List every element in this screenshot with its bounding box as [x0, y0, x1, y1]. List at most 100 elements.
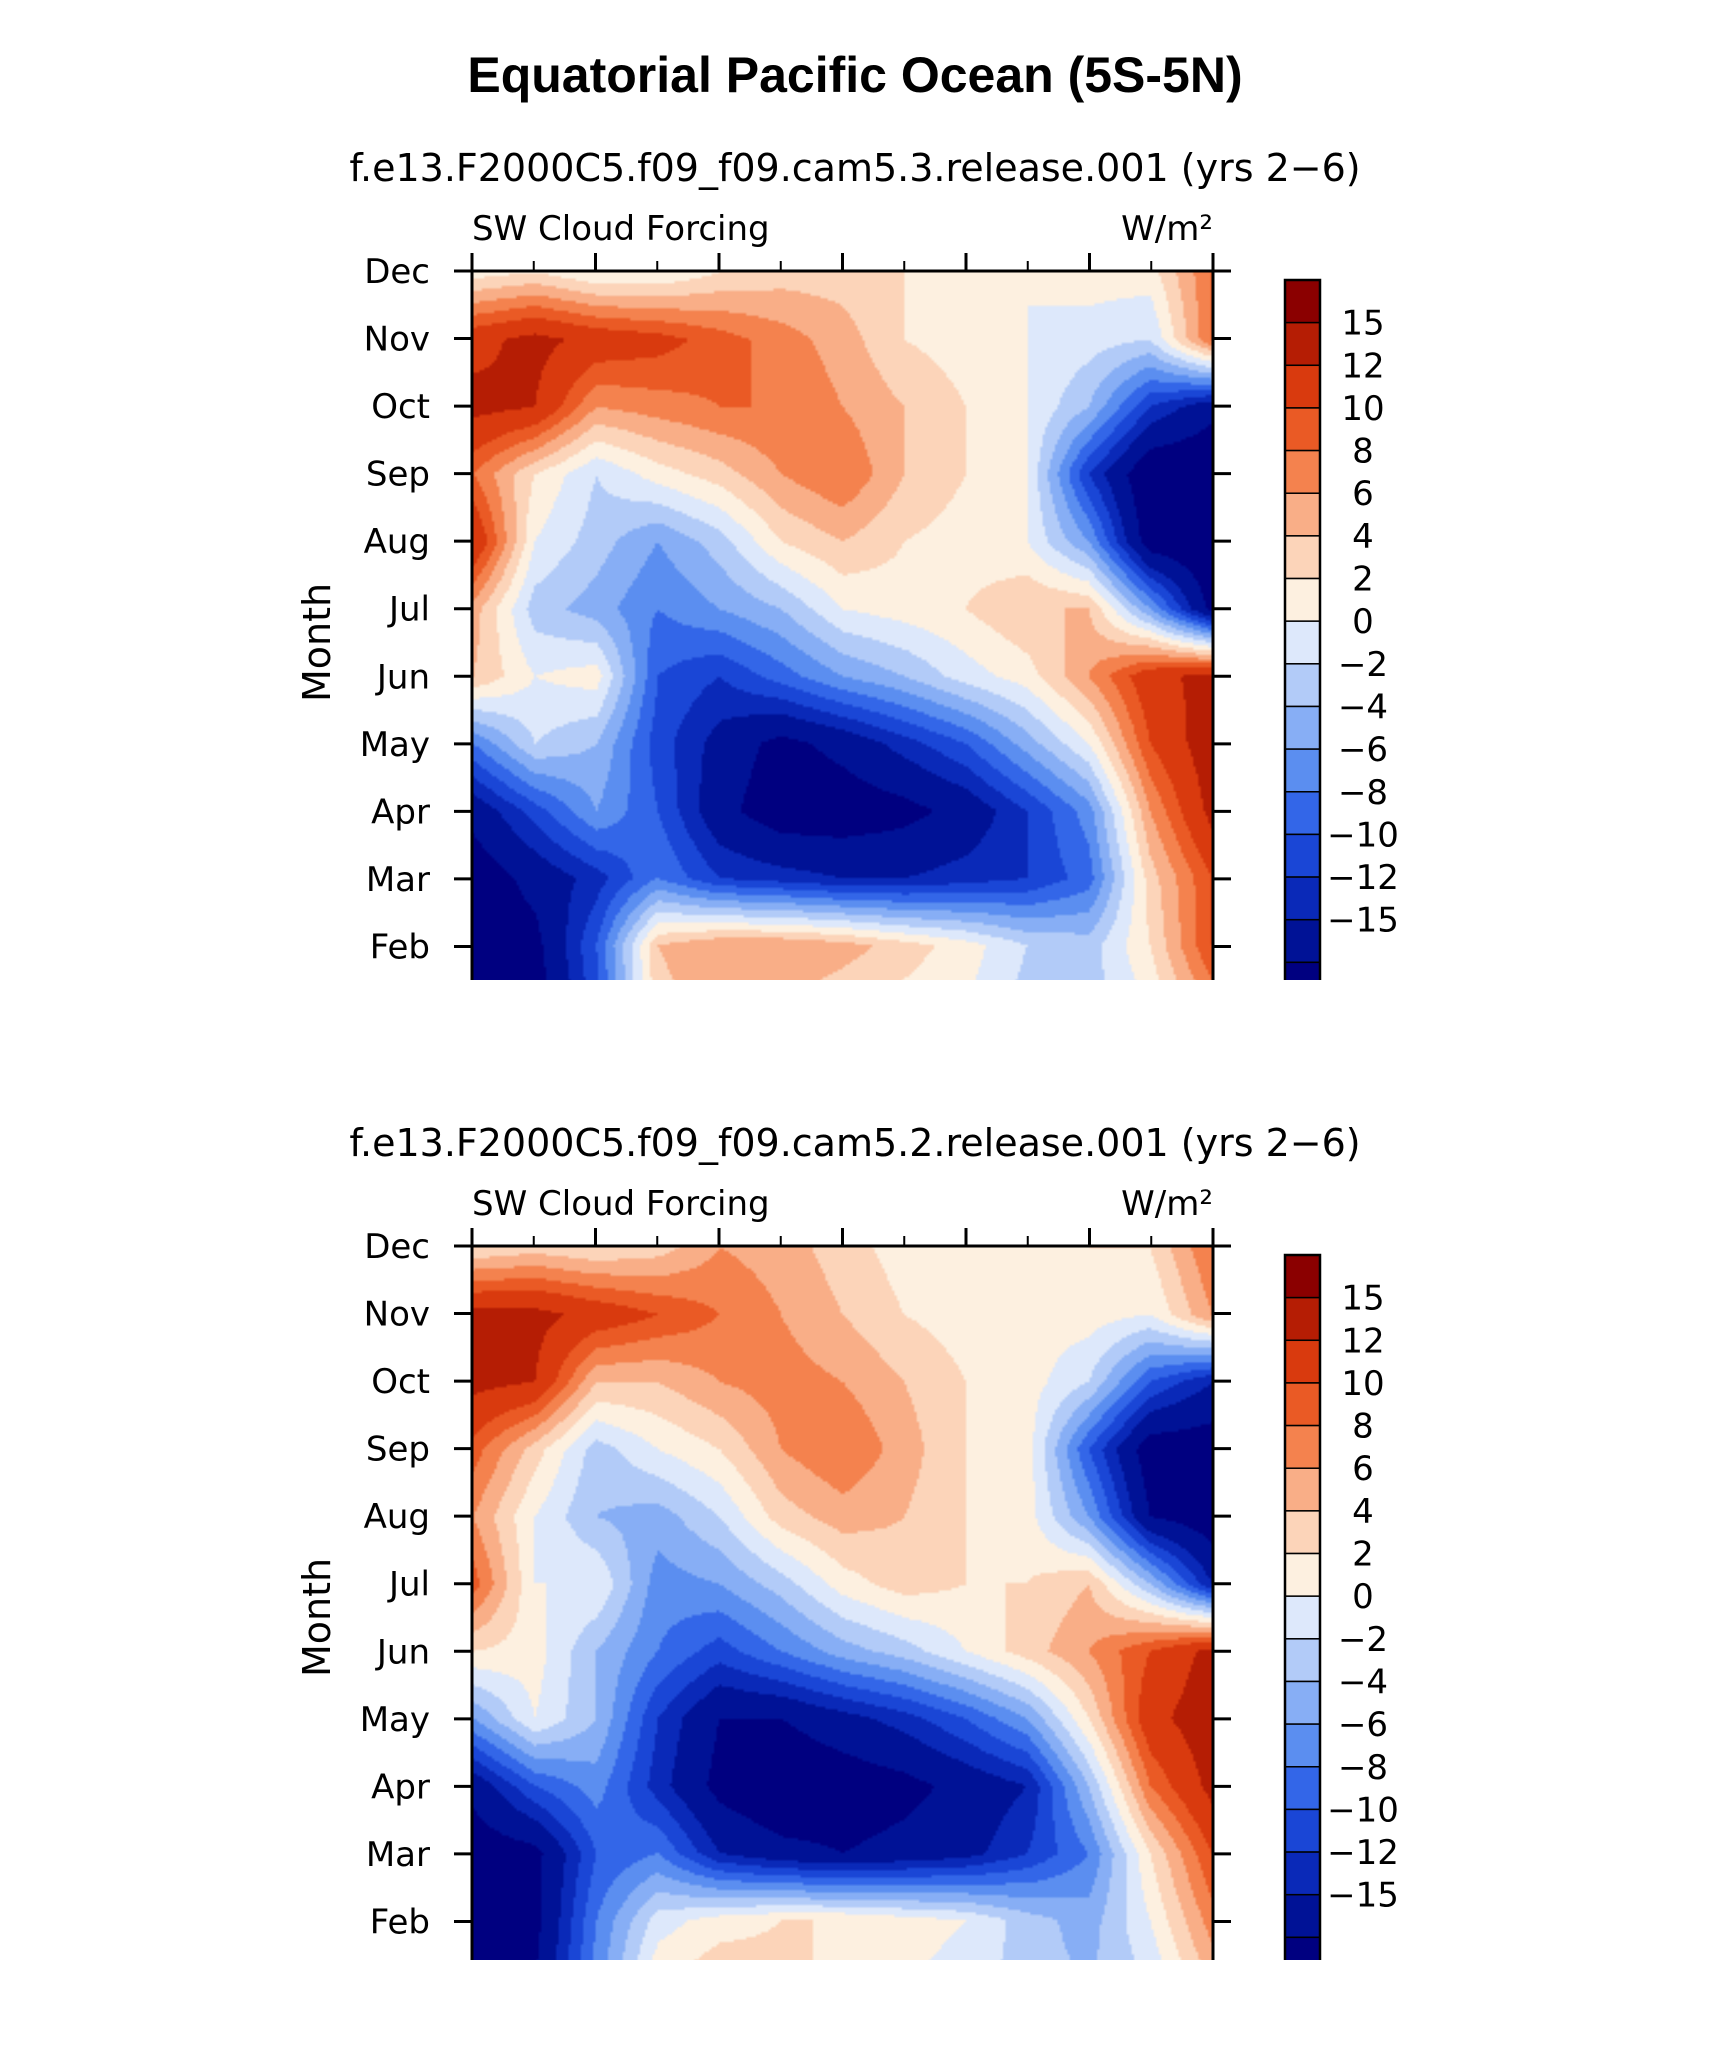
variable-label: SW Cloud Forcing [472, 1184, 770, 1224]
subtitle: f.e13.F2000C5.f09_f09.cam5.3.release.001… [349, 146, 1360, 190]
y-tick-label: Feb [370, 1902, 430, 1942]
chart-panel-bottom: f.e13.F2000C5.f09_f09.cam5.2.release.001… [295, 1121, 1399, 1960]
colorbar-label: 10 [1341, 389, 1384, 429]
colorbar-segment [1284, 833, 1321, 878]
heatmap-field [472, 271, 1213, 980]
colorbar-label: −8 [1338, 773, 1388, 813]
y-tick-label: Jun [375, 1632, 430, 1672]
y-tick-label: Dec [364, 1227, 430, 1267]
colorbar-label: −12 [1327, 1833, 1399, 1873]
heatmap-field [472, 1246, 1213, 1960]
y-tick-label: May [360, 1700, 430, 1740]
colorbar-label: 12 [1341, 1321, 1384, 1361]
variable-label: SW Cloud Forcing [472, 209, 770, 249]
colorbar-label: −4 [1338, 687, 1388, 727]
colorbar-label: −15 [1327, 901, 1399, 941]
colorbar-segment [1284, 1808, 1321, 1853]
colorbar-label: 15 [1341, 304, 1384, 344]
colorbar-segment [1284, 1339, 1321, 1384]
colorbar-label: −12 [1327, 858, 1399, 898]
colorbar-segment [1284, 364, 1321, 409]
y-tick-label: Mar [366, 860, 430, 900]
colorbar-segment [1284, 748, 1321, 793]
y-tick-label: Oct [371, 387, 430, 427]
colorbar-segment [1284, 705, 1321, 750]
colorbar-frame [1283, 278, 1322, 980]
colorbar-segment [1284, 321, 1321, 367]
colorbar-segment [1284, 1424, 1321, 1469]
colorbar-segment [1284, 1893, 1321, 1939]
units-label: W/m² [1121, 209, 1213, 249]
colorbar-frame [1283, 1253, 1322, 1960]
colorbar-label: 4 [1352, 517, 1374, 557]
units-label: W/m² [1121, 1184, 1213, 1224]
colorbar-segment [1284, 1510, 1321, 1555]
colorbar-segment [1284, 279, 1321, 324]
colorbar-label: 4 [1352, 1492, 1374, 1532]
colorbar-label: 6 [1352, 1449, 1374, 1489]
y-tick-label: Nov [364, 320, 430, 360]
colorbar-label: −10 [1327, 815, 1399, 855]
y-tick-label: Sep [366, 455, 430, 495]
colorbar-label: −2 [1338, 1620, 1388, 1660]
colorbar-segment [1284, 577, 1321, 622]
colorbar-label: 6 [1352, 474, 1374, 514]
colorbar-segment [1284, 407, 1321, 452]
y-tick-label: Mar [366, 1835, 430, 1875]
colorbar-segment [1284, 918, 1321, 964]
colorbar-segment [1284, 1723, 1321, 1768]
colorbar-segment [1284, 449, 1321, 494]
subtitle: f.e13.F2000C5.f09_f09.cam5.2.release.001… [349, 1121, 1360, 1165]
colorbar-segment [1284, 1936, 1321, 1960]
y-tick-label: Dec [364, 252, 430, 292]
colorbar-label: −2 [1338, 645, 1388, 685]
colorbar-segment [1284, 1467, 1321, 1512]
y-tick-label: Jul [387, 590, 430, 630]
colorbar-label: 10 [1341, 1364, 1384, 1404]
figure-title: Equatorial Pacific Ocean (5S-5N) [467, 47, 1243, 103]
y-tick-label: May [360, 725, 430, 765]
colorbar-segment [1284, 791, 1321, 836]
colorbar-label: −4 [1338, 1662, 1388, 1702]
y-tick-label: Jul [387, 1565, 430, 1605]
y-tick-label: Aug [364, 522, 430, 562]
colorbar-segment [1284, 1851, 1321, 1896]
colorbar-label: 0 [1352, 602, 1374, 642]
y-tick-label: Apr [371, 1767, 430, 1807]
y-tick-label: Apr [371, 792, 430, 832]
colorbar-label: 0 [1352, 1577, 1374, 1617]
colorbar-segment [1284, 876, 1321, 921]
colorbar-segment [1284, 1296, 1321, 1342]
y-tick-label: Feb [370, 927, 430, 967]
colorbar-segment [1284, 1552, 1321, 1597]
colorbar-label: −10 [1327, 1790, 1399, 1830]
colorbar-segment [1284, 535, 1321, 580]
colorbar-segment [1284, 1766, 1321, 1811]
colorbar-label: −15 [1327, 1876, 1399, 1916]
colorbar-label: 12 [1341, 346, 1384, 386]
colorbar-label: −8 [1338, 1748, 1388, 1788]
colorbar-label: −6 [1338, 730, 1388, 770]
colorbar-segment [1284, 961, 1321, 980]
y-axis-label: Month [295, 583, 339, 702]
colorbar-segment [1284, 1254, 1321, 1299]
colorbar-label: 2 [1352, 1535, 1374, 1575]
colorbar-segment [1284, 1382, 1321, 1427]
colorbar-segment [1284, 663, 1321, 708]
colorbar-segment [1284, 1595, 1321, 1640]
y-tick-label: Aug [364, 1497, 430, 1537]
colorbar-label: 8 [1352, 1407, 1374, 1447]
y-tick-label: Sep [366, 1430, 430, 1470]
colorbar-segment [1284, 492, 1321, 537]
y-tick-label: Jun [375, 657, 430, 697]
colorbar-label: −6 [1338, 1705, 1388, 1745]
y-tick-label: Oct [371, 1362, 430, 1402]
y-tick-label: Nov [364, 1295, 430, 1335]
chart-panel-top: f.e13.F2000C5.f09_f09.cam5.3.release.001… [295, 146, 1399, 980]
colorbar-label: 8 [1352, 432, 1374, 472]
colorbar-segment [1284, 1680, 1321, 1725]
y-axis-label: Month [295, 1558, 339, 1677]
colorbar-label: 2 [1352, 560, 1374, 600]
colorbar-label: 15 [1341, 1279, 1384, 1319]
colorbar-segment [1284, 1638, 1321, 1683]
